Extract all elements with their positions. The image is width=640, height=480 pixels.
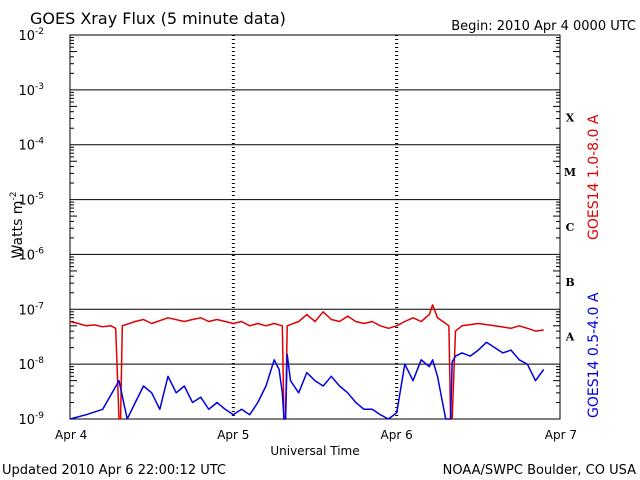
y-tick-label: 10-9 — [18, 411, 44, 428]
y-tick-label: 10-8 — [18, 356, 44, 373]
horizontal-grid — [70, 34, 560, 420]
y-axis-label-exp: -2 — [9, 192, 19, 201]
flare-class-labels: X M C B A — [564, 111, 576, 343]
y-tick-label: 10-5 — [18, 192, 44, 209]
y-tick-label: 10-6 — [18, 246, 44, 263]
source-label: NOAA/SWPC Boulder, CO USA — [443, 463, 636, 478]
plot-frame — [69, 34, 561, 420]
x-tick-label: Apr 4 — [55, 428, 87, 442]
updated-label: Updated 2010 Apr 6 22:00:12 UTC — [2, 463, 226, 478]
day-gridlines — [231, 35, 399, 419]
x-tick-labels: Apr 4 Apr 5 Apr 6 Apr 7 — [55, 428, 577, 442]
series-line-short — [69, 341, 545, 420]
y-tick-label: 10-2 — [18, 27, 44, 44]
y-axis-label: Watts m-2 — [9, 192, 26, 259]
y-tick-label: 10-3 — [18, 82, 44, 99]
chart-title: GOES Xray Flux (5 minute data) — [30, 9, 286, 28]
flare-class-label: M — [564, 166, 576, 179]
plot-area: 10-210-310-410-510-610-710-810-9 Apr 4 Ap… — [18, 27, 577, 442]
flare-class-label: X — [566, 111, 575, 124]
y-tick-label: 10-7 — [18, 301, 44, 318]
legend-long: GOES14 1.0-8.0 A — [586, 114, 602, 240]
x-tick-label: Apr 7 — [545, 428, 577, 442]
legend-short: GOES14 0.5-4.0 A — [586, 292, 602, 418]
x-tick-label: Apr 6 — [381, 428, 413, 442]
x-tick-label: Apr 5 — [217, 428, 249, 442]
flare-class-label: B — [565, 276, 574, 289]
y-axis-label-base: Watts m — [10, 201, 26, 259]
y-tick-label: 10-4 — [18, 137, 44, 154]
begin-label: Begin: 2010 Apr 4 0000 UTC — [451, 19, 636, 34]
flare-class-label: C — [566, 221, 575, 234]
series-layer — [69, 304, 545, 420]
x-axis-label: Universal Time — [270, 444, 359, 458]
series-line-long — [69, 304, 544, 420]
flare-class-label: A — [565, 331, 575, 344]
y-tick-labels: 10-2 10-3 10-4 10-5 10-6 10-7 10-8 10-9 — [18, 27, 44, 428]
svg-text:Watts m-2: Watts m-2 — [9, 192, 26, 259]
